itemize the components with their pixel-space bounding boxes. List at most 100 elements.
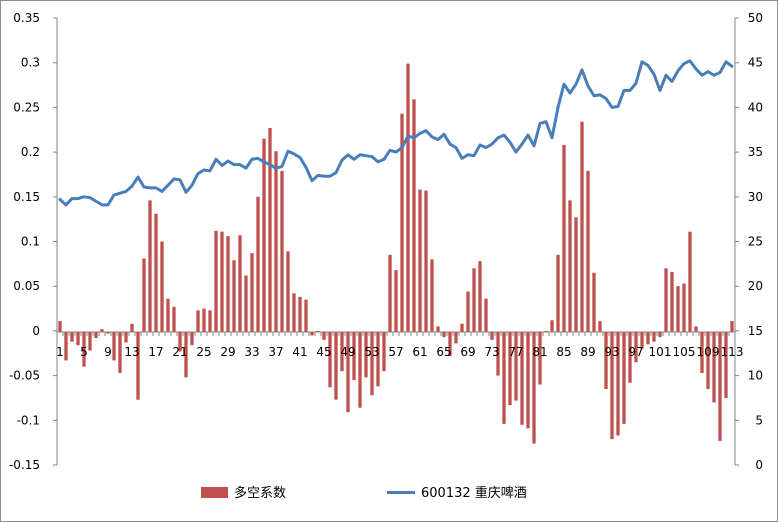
bar <box>628 332 632 383</box>
bar <box>616 332 620 436</box>
bar <box>544 330 548 332</box>
bar <box>670 271 674 332</box>
bar <box>574 217 578 332</box>
bar <box>502 332 506 424</box>
bar <box>634 332 638 363</box>
bar <box>598 321 602 332</box>
bar <box>190 332 194 346</box>
bar <box>118 332 122 373</box>
legend: 多空系数 600132 重庆啤酒 <box>201 485 527 501</box>
bar <box>622 332 626 424</box>
bar <box>316 330 320 332</box>
bar <box>706 332 710 390</box>
bar <box>346 332 350 413</box>
right-tick-label: 5 <box>755 413 763 427</box>
bar <box>142 258 146 332</box>
bar <box>124 332 128 343</box>
bar <box>730 321 734 332</box>
x-tick-label: 13 <box>124 345 139 359</box>
bar <box>328 332 332 388</box>
x-tick-label: 29 <box>220 345 235 359</box>
x-tick-label: 37 <box>268 345 283 359</box>
bar <box>514 332 518 401</box>
bar <box>196 310 200 332</box>
bar <box>610 332 614 440</box>
x-tick-label: 9 <box>104 345 112 359</box>
bar <box>202 308 206 332</box>
bar <box>682 283 686 332</box>
x-tick-label: 77 <box>508 345 523 359</box>
bar <box>310 332 314 336</box>
bar <box>292 293 296 332</box>
right-tick-label: 45 <box>748 56 763 70</box>
bar <box>130 323 134 332</box>
bar <box>370 332 374 396</box>
left-tick-label: 0.05 <box>13 279 40 293</box>
bar <box>232 260 236 332</box>
bar <box>646 332 650 345</box>
right-tick-label: 20 <box>748 279 763 293</box>
bar <box>268 127 272 332</box>
bar <box>364 332 368 378</box>
x-tick-label: 17 <box>148 345 163 359</box>
bar <box>442 332 446 338</box>
bar <box>580 121 584 332</box>
bar <box>604 332 608 390</box>
bar <box>586 170 590 332</box>
left-tick-label: 0.3 <box>21 56 40 70</box>
right-tick-label: 10 <box>748 369 763 383</box>
x-tick-label: 97 <box>628 345 643 359</box>
bar <box>172 306 176 332</box>
right-tick-label: 25 <box>748 235 763 249</box>
bar <box>664 268 668 332</box>
bar <box>286 251 290 332</box>
x-tick-label: 73 <box>484 345 499 359</box>
bar <box>148 200 152 332</box>
x-tick-label: 65 <box>436 345 451 359</box>
bar <box>538 332 542 385</box>
bar <box>568 200 572 332</box>
left-tick-label: 0.25 <box>13 100 40 114</box>
bar <box>106 332 110 334</box>
bar <box>178 332 182 352</box>
left-tick-label: 0.35 <box>13 11 40 25</box>
bar <box>640 332 644 349</box>
bar <box>526 332 530 429</box>
x-tick-label: 33 <box>244 345 259 359</box>
bar <box>334 332 338 400</box>
x-tick-label: 45 <box>316 345 331 359</box>
bar <box>100 329 104 332</box>
bar <box>712 332 716 403</box>
bar <box>724 332 728 398</box>
bar <box>454 332 458 344</box>
x-tick-label: 21 <box>172 345 187 359</box>
left-tick-label: 0.2 <box>21 145 40 159</box>
x-tick-label: 89 <box>580 345 595 359</box>
left-tick-label: -0.1 <box>17 413 40 427</box>
bar <box>256 196 260 332</box>
right-tick-label: 0 <box>755 458 763 472</box>
bar <box>472 268 476 332</box>
bar <box>460 323 464 332</box>
bar <box>184 332 188 378</box>
bar <box>160 241 164 332</box>
right-tick-label: 50 <box>748 11 763 25</box>
bar <box>166 298 170 332</box>
legend-bar-label: 多空系数 <box>234 485 286 501</box>
bar <box>76 332 80 346</box>
bar <box>280 170 284 332</box>
bar <box>58 321 62 332</box>
bar <box>508 332 512 406</box>
legend-line-label: 600132 重庆啤酒 <box>421 485 527 501</box>
bar <box>208 310 212 332</box>
bar <box>304 299 308 332</box>
bar <box>244 275 248 332</box>
bar <box>322 332 326 340</box>
bar <box>340 332 344 372</box>
left-tick-label: -0.05 <box>9 369 40 383</box>
x-tick-label: 41 <box>292 345 307 359</box>
bar <box>430 259 434 332</box>
right-tick-label: 40 <box>748 100 763 114</box>
x-tick-label: 81 <box>532 345 547 359</box>
bar <box>262 138 266 332</box>
